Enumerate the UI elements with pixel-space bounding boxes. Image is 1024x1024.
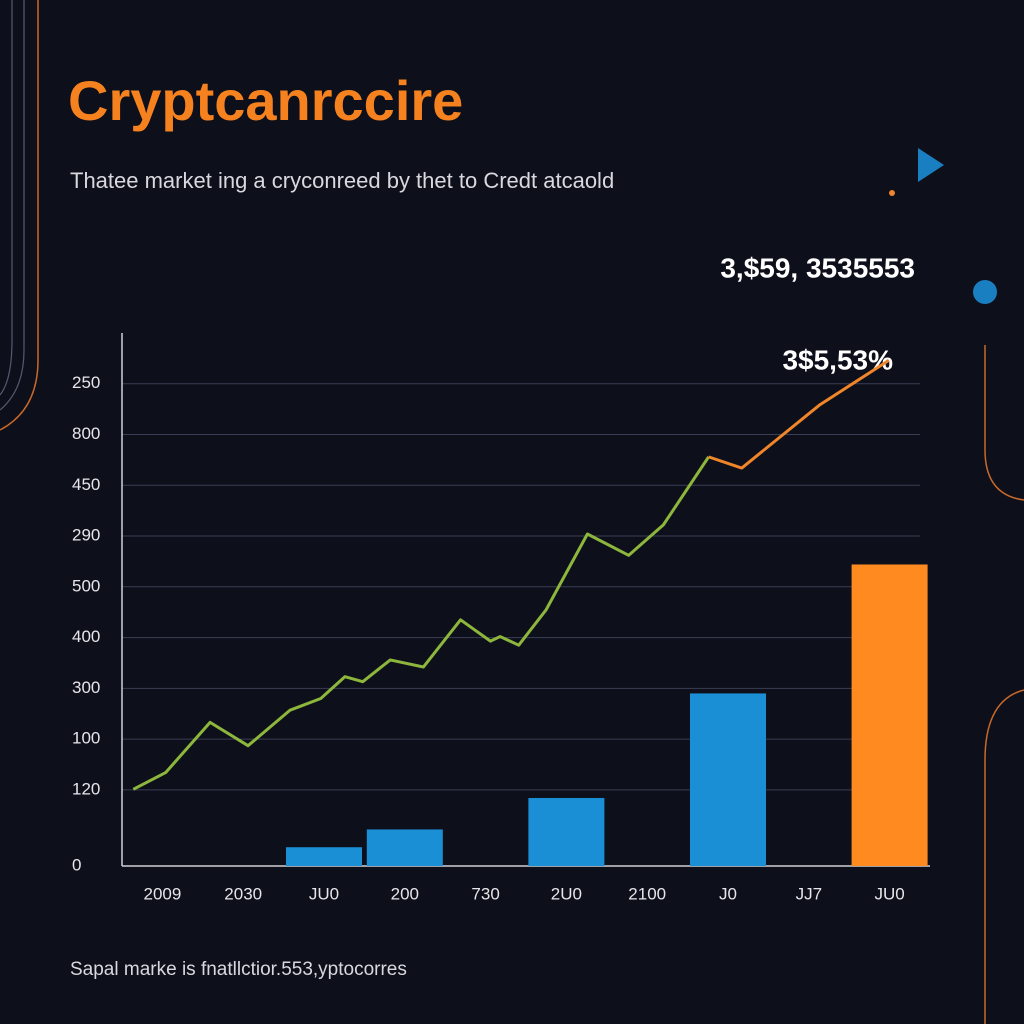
annotation: 3,$59, 3535553 (720, 252, 915, 283)
bar (528, 797, 605, 866)
y-tick-label: 250 (72, 373, 100, 392)
line (132, 456, 710, 791)
y-tick-label: 100 (72, 729, 100, 748)
y-tick-label: 400 (72, 627, 100, 646)
decor-dot (889, 190, 895, 196)
chart-subtitle: Thatee market ing a cryconreed by thet t… (70, 168, 614, 193)
decor-line (984, 689, 1024, 1024)
decor-dot (973, 280, 997, 304)
x-tick-label: 730 (471, 884, 499, 903)
decor-triangle (918, 148, 944, 182)
bar (851, 564, 928, 866)
footer-note: Sapal marke is fnatllctior.553,yptocorre… (70, 959, 407, 980)
line (708, 359, 890, 470)
x-tick-label: 2009 (143, 884, 181, 903)
x-tick-label: 2U0 (551, 884, 582, 903)
decor-line (0, 0, 39, 431)
bar (286, 847, 362, 866)
y-tick-label: 300 (72, 678, 100, 697)
y-tick-label: 800 (72, 424, 100, 443)
annotation: 3$5,53% (782, 344, 893, 375)
x-tick-label: 2100 (628, 884, 666, 903)
y-tick-label: 500 (72, 576, 100, 595)
decor-line (0, 0, 25, 411)
chart-title: Cryptcanrccire (68, 69, 463, 132)
y-tick-label: 0 (72, 855, 81, 874)
bar (690, 693, 766, 866)
bar (366, 829, 443, 866)
decor-line (0, 0, 13, 396)
x-tick-label: JJ7 (796, 884, 822, 903)
decor-line (984, 345, 1024, 501)
x-tick-label: 2030 (224, 884, 262, 903)
y-tick-label: 450 (72, 475, 100, 494)
x-tick-label: J0 (719, 884, 737, 903)
x-tick-label: 200 (391, 884, 419, 903)
x-tick-label: JU0 (874, 884, 904, 903)
y-tick-label: 120 (72, 779, 100, 798)
y-tick-label: 290 (72, 526, 100, 545)
x-tick-label: JU0 (309, 884, 339, 903)
